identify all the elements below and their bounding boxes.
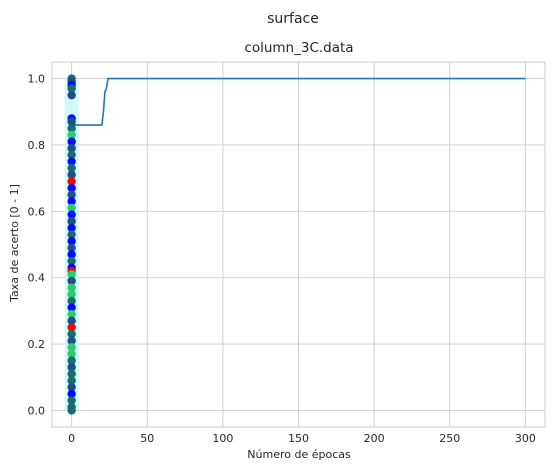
scatter-point [67, 163, 76, 173]
line-layer [73, 77, 526, 126]
scatter-point [67, 382, 76, 392]
scatter-point [67, 376, 76, 385]
grid [52, 62, 545, 427]
scatter-point [67, 309, 76, 319]
scatter-point [67, 349, 76, 359]
scatter-point [67, 296, 76, 306]
scatter-point [67, 270, 76, 279]
scatter-point [67, 406, 76, 415]
scatter-point [67, 223, 76, 233]
accuracy-line [73, 77, 526, 126]
scatter-point [67, 303, 76, 312]
scatter-point [67, 117, 76, 126]
y-tick-label: 0.4 [28, 272, 46, 285]
scatter-point [67, 316, 76, 326]
scatter-point [67, 283, 76, 292]
scatter-point [67, 217, 76, 226]
x-tick-label: 100 [212, 432, 233, 445]
scatter-point [67, 203, 76, 213]
y-tick-label: 1.0 [28, 73, 46, 86]
scatter-point [67, 363, 76, 372]
scatter-point [67, 177, 76, 186]
scatter-point [67, 356, 76, 365]
y-tick-label: 0.6 [28, 205, 46, 218]
x-tick-label: 300 [515, 432, 536, 445]
scatter-point [67, 396, 76, 405]
scatter-point [67, 336, 76, 345]
scatter-point [67, 150, 76, 160]
scatter-point [67, 210, 76, 219]
x-tick-label: 200 [364, 432, 385, 445]
chart-title: column_3C.data [244, 40, 353, 56]
x-tick-label: 150 [288, 432, 309, 445]
scatter-point [67, 157, 76, 166]
x-tick-label: 0 [68, 432, 75, 445]
scatter-point [67, 323, 76, 332]
scatter-point [67, 130, 76, 140]
scatter-point [67, 290, 76, 299]
y-tick-label: 0.0 [28, 404, 46, 417]
scatter-point [67, 256, 76, 266]
scatter-point [67, 236, 76, 246]
x-tick-label: 250 [439, 432, 460, 445]
scatter-point [67, 250, 76, 259]
scatter-point [67, 389, 76, 399]
scatter-point [67, 369, 76, 379]
x-axis-label: Número de épocas [247, 448, 351, 461]
scatter-point [67, 230, 76, 239]
scatter-point [67, 124, 76, 133]
y-axis-label: Taxa de acerto [0 - 1] [8, 184, 21, 303]
scatter-point [67, 276, 76, 286]
scatter-point [67, 84, 76, 93]
chart-suptitle: surface [267, 11, 319, 27]
scatter-point [67, 183, 76, 193]
scatter-point [67, 197, 76, 206]
scatter-point [67, 90, 76, 100]
scatter-point [67, 243, 76, 253]
scatter-point [67, 190, 76, 199]
x-tick-labels: 0 50 100 150 200 250 300 [68, 432, 536, 445]
plot-frame [51, 61, 546, 428]
scatter-point [67, 144, 76, 153]
scatter-point [67, 329, 76, 339]
y-tick-label: 0.8 [28, 139, 46, 152]
y-tick-label: 0.2 [28, 338, 46, 351]
y-tick-labels: 0.0 0.2 0.4 0.6 0.8 1.0 [28, 73, 46, 418]
scatter-point [67, 343, 76, 352]
scatter-point [67, 137, 76, 146]
scatter-point [67, 170, 76, 180]
x-tick-label: 50 [140, 432, 154, 445]
scatter-layer [67, 74, 76, 415]
